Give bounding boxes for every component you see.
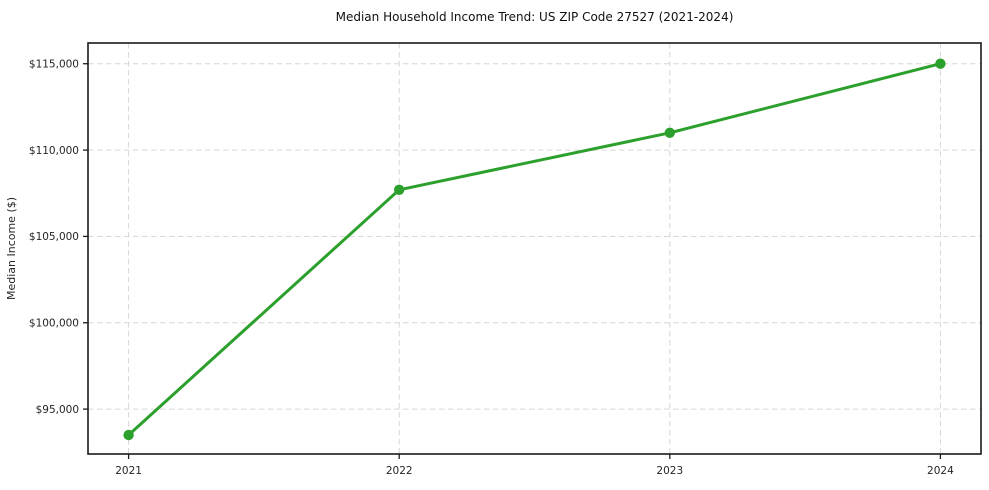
gridlines <box>88 43 981 454</box>
data-point-marker <box>664 127 676 138</box>
tick-labels: $95,000 $100,000 $105,000 $110,000 $115,000 2… <box>29 58 954 477</box>
x-tick-label: 2023 <box>656 465 683 477</box>
x-tick-label: 2022 <box>386 465 413 477</box>
axes <box>83 42 982 459</box>
data-point-marker <box>935 58 946 69</box>
x-tick-label: 2021 <box>115 465 142 477</box>
data-point-marker <box>123 429 134 441</box>
y-tick-label: $110,000 <box>29 145 79 157</box>
series-line <box>127 62 942 437</box>
y-tick-label: $115,000 <box>29 58 79 70</box>
data-series <box>123 58 946 441</box>
x-tick-label: 2024 <box>927 465 954 477</box>
y-tick-label: $100,000 <box>29 317 79 329</box>
y-axis-label: Median Income ($) <box>5 197 18 300</box>
chart-title: Median Household Income Trend: US ZIP Co… <box>336 10 734 24</box>
data-point-marker <box>393 184 405 195</box>
y-tick-label: $105,000 <box>29 231 79 243</box>
y-tick-label: $95,000 <box>36 404 79 416</box>
axis-frame <box>87 42 982 455</box>
